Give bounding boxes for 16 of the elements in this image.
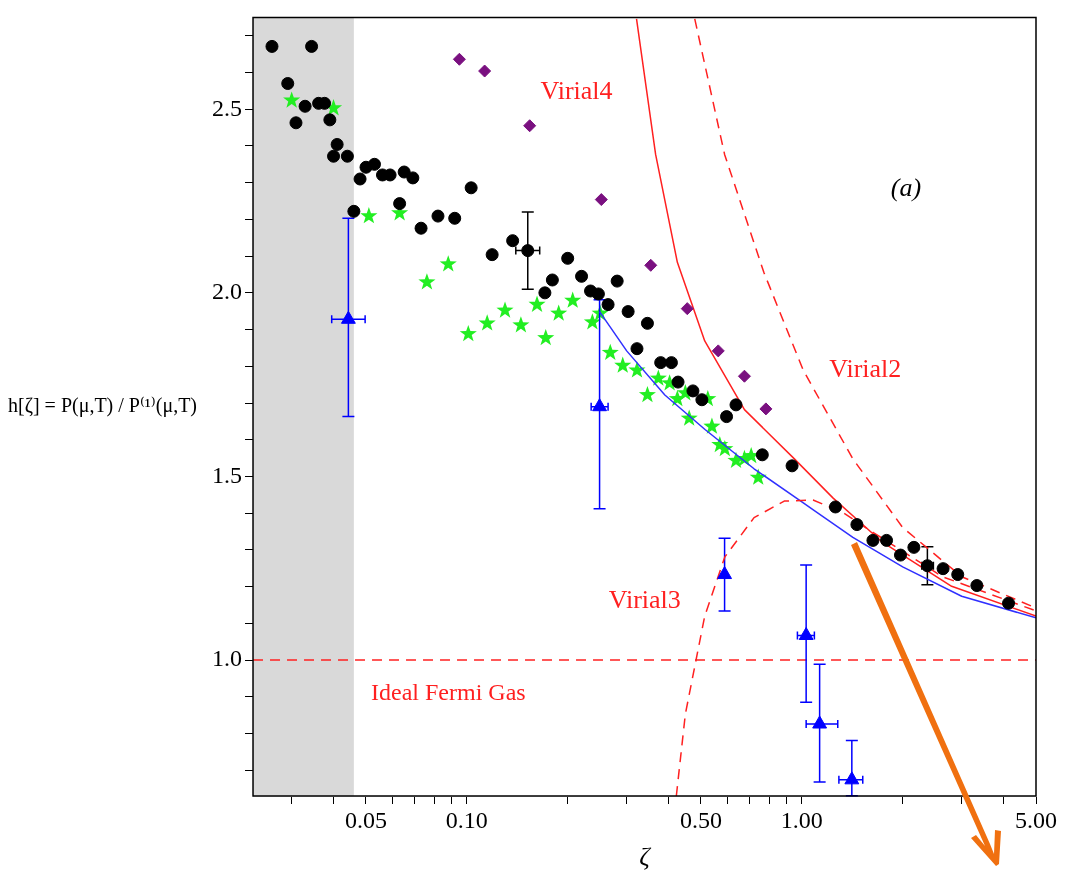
series-label: Virial4 [540,75,613,105]
series-label: Virial2 [829,354,902,384]
y-tick-label: 1.5 [212,461,243,488]
y-tick-label: 2.0 [212,278,243,305]
annotation: (a) [890,173,922,203]
ref-line-label: Ideal Fermi Gas [371,679,526,706]
y-axis-title: h[ζ] = P(μ,T) / P⁽¹⁾(μ,T) [8,393,198,417]
x-tick-label: 5.00 [1015,806,1057,833]
x-tick-label: 1.00 [780,806,823,833]
y-tick-label: 1.0 [212,645,243,672]
x-tick-label: 0.05 [345,806,387,833]
x-tick-label: 0.10 [445,806,488,833]
x-tick-label: 0.50 [680,806,722,833]
y-tick-label: 2.5 [212,94,243,121]
series-label: Virial3 [608,584,681,614]
x-axis-title: ζ [639,842,652,872]
